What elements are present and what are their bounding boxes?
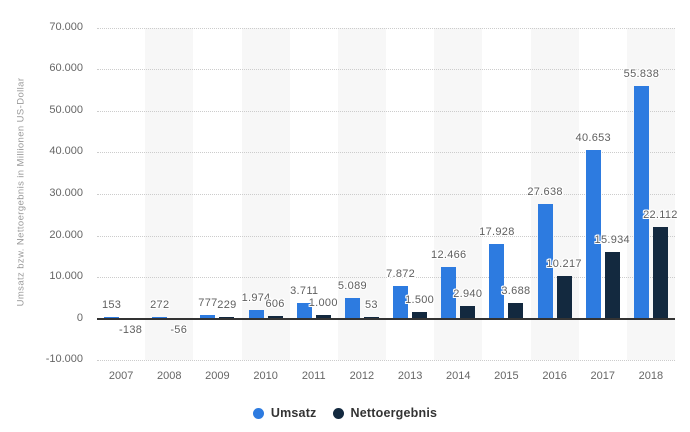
x-tick-label-2018: 2018 — [638, 370, 664, 382]
bar-umsatz-2017[interactable] — [585, 149, 601, 319]
legend-item-umsatz[interactable]: Umsatz — [252, 406, 317, 420]
bar-umsatz-2014[interactable] — [441, 266, 457, 319]
data-label-nettoergebnis-2010: 606 — [265, 298, 285, 311]
gridline — [97, 69, 675, 71]
bar-nettoergebnis-2018[interactable] — [652, 226, 668, 319]
gridline — [97, 277, 675, 279]
data-label-nettoergebnis-2009: 229 — [217, 299, 237, 312]
bar-umsatz-2015[interactable] — [489, 244, 505, 319]
y-tick-label: 60.000 — [49, 62, 83, 75]
y-tick-label: 50.000 — [49, 103, 83, 116]
legend-item-nettoergebnis[interactable]: Nettoergebnis — [332, 406, 438, 420]
x-tick-label-2017: 2017 — [590, 370, 615, 382]
x-tick-label-2014: 2014 — [446, 370, 471, 382]
gridline — [97, 360, 675, 362]
data-label-umsatz-2016: 27.638 — [527, 185, 563, 198]
bar-umsatz-2010[interactable] — [248, 310, 264, 319]
plot-area: 153 272 777 1.974 3.711 5.089 7.872 12.466 17.92… — [97, 27, 678, 362]
zero-axis-line — [97, 317, 675, 320]
bar-nettoergebnis-2017[interactable] — [604, 252, 620, 319]
legend-marker-umsatz-icon — [252, 407, 264, 419]
data-label-umsatz-2009: 777 — [198, 297, 218, 310]
legend-marker-nettoergebnis-icon — [332, 407, 344, 419]
data-label-umsatz-2018: 55.838 — [623, 68, 660, 81]
y-tick-label: 40.000 — [49, 145, 83, 158]
data-label-umsatz-2010: 1.974 — [241, 292, 271, 305]
y-tick-label: 30.000 — [49, 186, 83, 199]
x-tick-label-2012: 2012 — [349, 370, 375, 382]
y-tick-label: 20.000 — [49, 228, 83, 241]
x-tick-label-2015: 2015 — [494, 370, 519, 382]
data-label-nettoergebnis-2013: 1.500 — [405, 294, 435, 307]
data-label-nettoergebnis-2012: 53 — [364, 299, 378, 312]
x-tick-label-2008: 2008 — [157, 370, 182, 382]
data-label-umsatz-2007: 153 — [101, 299, 122, 312]
data-label-nettoergebnis-2014: 2.940 — [453, 288, 483, 301]
bar-umsatz-2011[interactable] — [296, 303, 312, 319]
bar-umsatz-2013[interactable] — [393, 285, 409, 319]
data-label-nettoergebnis-2017: 15.934 — [594, 234, 630, 247]
bar-nettoergebnis-2011[interactable] — [315, 314, 331, 319]
gridline — [97, 27, 675, 29]
bar-nettoergebnis-2015[interactable] — [508, 303, 524, 319]
legend-label-nettoergebnis: Nettoergebnis — [350, 406, 438, 420]
gridline — [97, 235, 675, 237]
gridline — [97, 193, 675, 195]
data-label-nettoergebnis-2016: 10.217 — [546, 258, 582, 271]
bar-nettoergebnis-2010[interactable] — [267, 316, 283, 319]
bar-nettoergebnis-2014[interactable] — [460, 306, 476, 319]
bar-nettoergebnis-2016[interactable] — [556, 276, 572, 319]
bar-umsatz-2012[interactable] — [344, 297, 360, 319]
data-label-nettoergebnis-2018: 22.112 — [643, 208, 678, 221]
gridline — [97, 152, 675, 154]
data-label-umsatz-2008: 272 — [150, 299, 170, 312]
data-label-umsatz-2012: 5.089 — [337, 279, 367, 292]
x-tick-label-2013: 2013 — [397, 370, 423, 382]
bar-umsatz-2009[interactable] — [200, 315, 216, 319]
y-tick-label: -10.000 — [45, 353, 83, 366]
bar-umsatz-2018[interactable] — [633, 86, 649, 319]
data-label-umsatz-2015: 17.928 — [479, 226, 515, 239]
y-tick-label: 70.000 — [49, 20, 83, 33]
data-label-nettoergebnis-2011: 1.000 — [308, 296, 338, 309]
x-tick-label-2011: 2011 — [301, 370, 326, 382]
y-tick-label: 0 — [76, 311, 83, 324]
legend: Umsatz Nettoergebnis — [0, 404, 690, 422]
x-tick-label-2010: 2010 — [253, 370, 278, 382]
data-label-nettoergebnis-2015: 3.688 — [501, 285, 531, 298]
data-label-nettoergebnis-2007: -138 — [118, 324, 143, 337]
data-label-umsatz-2014: 12.466 — [431, 248, 467, 261]
x-tick-label-2016: 2016 — [542, 370, 567, 382]
data-label-umsatz-2013: 7.872 — [386, 267, 416, 280]
y-tick-label: 10.000 — [49, 270, 83, 283]
bar-nettoergebnis-2013[interactable] — [412, 312, 428, 319]
x-tick-label-2009: 2009 — [205, 370, 230, 382]
data-label-umsatz-2011: 3.711 — [290, 285, 319, 298]
legend-label-umsatz: Umsatz — [270, 406, 317, 420]
data-label-nettoergebnis-2008: -56 — [170, 324, 188, 337]
x-tick-label-2007: 2007 — [108, 370, 134, 382]
bar-umsatz-2016[interactable] — [537, 203, 553, 319]
data-label-umsatz-2017: 40.653 — [575, 131, 611, 144]
gridline — [97, 110, 675, 112]
